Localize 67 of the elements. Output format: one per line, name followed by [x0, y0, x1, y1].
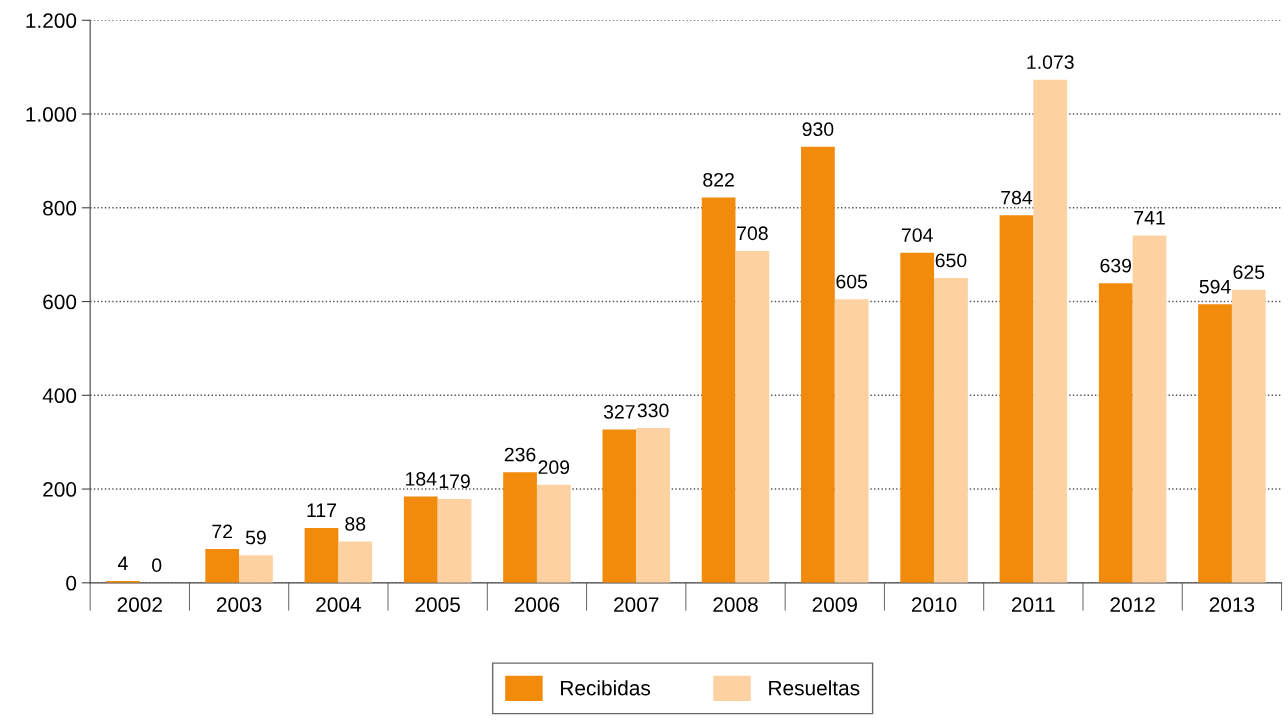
data-label: 708: [737, 226, 768, 241]
bar: [801, 146, 835, 583]
data-label: 209: [538, 460, 570, 475]
data-label: 59: [245, 530, 266, 545]
x-tick-label: 2002: [117, 597, 162, 613]
bar: [304, 527, 339, 583]
bar: [403, 496, 438, 583]
bar: [1198, 304, 1232, 583]
y-tick-label: 1.200: [26, 13, 77, 29]
data-label: 117: [307, 503, 337, 517]
y-tick-label: 0: [66, 575, 77, 591]
x-tick-label: 2004: [316, 597, 361, 613]
bar: [636, 428, 670, 583]
data-label: 327: [603, 404, 635, 419]
bar: [900, 252, 935, 583]
data-label: 650: [935, 253, 967, 268]
y-tick-label: 1.000: [26, 107, 77, 122]
x-tick-label: 2010: [911, 597, 957, 613]
data-label: 1.073: [1027, 55, 1074, 70]
data-label: 236: [504, 447, 536, 462]
bar: [239, 555, 273, 583]
x-tick-label: 2005: [415, 597, 460, 613]
x-tick-label: 2008: [713, 597, 758, 613]
data-label: 4: [117, 556, 128, 570]
x-tick-label: 2006: [514, 597, 560, 613]
bar: [934, 278, 968, 583]
data-label: 330: [637, 403, 669, 418]
x-tick-label: 2012: [1110, 597, 1155, 613]
data-label: 88: [345, 517, 366, 531]
bar: [999, 215, 1034, 583]
data-label: 179: [439, 474, 470, 489]
x-tick-label: 2007: [614, 597, 659, 613]
y-tick-label: 600: [43, 294, 77, 310]
data-label: 594: [1199, 279, 1231, 294]
x-tick-label: 2011: [1012, 597, 1055, 613]
bar: [701, 197, 736, 583]
data-label: 184: [406, 472, 437, 486]
y-tick-label: 400: [42, 388, 77, 404]
data-label: 704: [901, 228, 933, 242]
y-tick-label: 200: [43, 482, 77, 497]
bar: [437, 498, 472, 583]
legend-label: Resueltas: [769, 680, 860, 696]
bar: [338, 541, 373, 583]
data-label: 639: [1100, 258, 1132, 273]
bar: [1098, 283, 1133, 583]
bar: [1033, 79, 1068, 583]
bar: [834, 299, 869, 583]
bar: [1231, 289, 1266, 583]
bar: [1132, 235, 1167, 583]
data-label: 0: [152, 558, 162, 573]
data-label: 930: [802, 122, 834, 137]
data-label: 822: [703, 172, 734, 187]
bar: [602, 429, 637, 583]
bar: [503, 472, 537, 583]
x-tick-label: 2013: [1209, 597, 1255, 613]
data-label: 625: [1233, 265, 1265, 280]
x-tick-label: 2009: [812, 597, 857, 613]
data-label: 605: [836, 274, 868, 289]
x-tick-label: 2003: [216, 597, 262, 613]
y-tick-label: 800: [43, 200, 77, 216]
legend-label: Recibidas: [561, 680, 651, 696]
data-label: 741: [1134, 211, 1165, 225]
data-label: 784: [1001, 190, 1033, 205]
bar: [205, 549, 240, 583]
bar: [735, 250, 770, 583]
bar: [536, 484, 571, 583]
data-label: 72: [212, 524, 233, 539]
